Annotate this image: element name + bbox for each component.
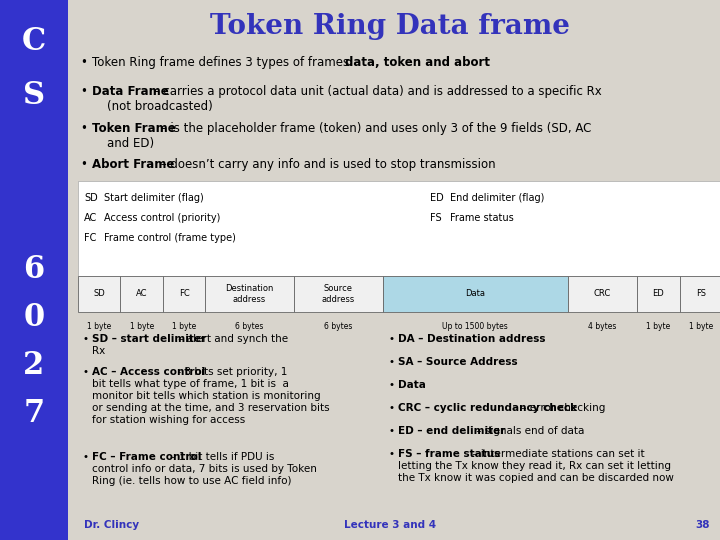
Text: ED: ED	[430, 193, 444, 203]
Text: CRC: CRC	[594, 289, 611, 299]
Text: •: •	[82, 334, 88, 344]
Text: 1 byte: 1 byte	[647, 322, 670, 331]
Bar	[637, 276, 680, 312]
Text: AC: AC	[136, 289, 148, 299]
Text: Token Ring frame defines 3 types of frames:: Token Ring frame defines 3 types of fram…	[92, 56, 357, 69]
Text: •: •	[82, 452, 88, 462]
Text: monitor bit tells which station is monitoring: monitor bit tells which station is monit…	[92, 391, 320, 401]
Text: or sending at the time, and 3 reservation bits: or sending at the time, and 3 reservatio…	[92, 403, 330, 413]
Text: and ED): and ED)	[107, 137, 154, 150]
Text: •: •	[80, 56, 87, 69]
Text: •: •	[80, 158, 87, 171]
Text: FS: FS	[430, 213, 441, 223]
Text: – intermediate stations can set it: – intermediate stations can set it	[469, 449, 644, 459]
Text: 1 byte: 1 byte	[130, 322, 154, 331]
Text: 1 byte: 1 byte	[172, 322, 196, 331]
Text: AC – Access control: AC – Access control	[92, 367, 205, 377]
Text: Token Frame: Token Frame	[92, 122, 176, 135]
Text: – doesn’t carry any info and is used to stop transmission: – doesn’t carry any info and is used to …	[157, 158, 495, 171]
Bar	[78, 276, 120, 312]
Bar	[294, 276, 382, 312]
Text: 2: 2	[23, 350, 45, 381]
Text: FS – frame status: FS – frame status	[398, 449, 500, 459]
Text: the Tx know it was copied and can be discarded now: the Tx know it was copied and can be dis…	[398, 473, 674, 483]
Text: SA – Source Address: SA – Source Address	[398, 357, 518, 367]
Text: – is the placeholder frame (token) and uses only 3 of the 9 fields (SD, AC: – is the placeholder frame (token) and u…	[157, 122, 591, 135]
Bar	[0, 0, 68, 540]
Text: 38: 38	[696, 520, 710, 530]
Text: DA – Destination address: DA – Destination address	[398, 334, 546, 344]
Text: Frame control (frame type): Frame control (frame type)	[104, 233, 236, 243]
Text: FS: FS	[696, 289, 706, 299]
Text: C: C	[22, 26, 46, 57]
Text: – signals end of data: – signals end of data	[473, 426, 584, 436]
Text: 6 bytes: 6 bytes	[324, 322, 353, 331]
Text: control info or data, 7 bits is used by Token: control info or data, 7 bits is used by …	[92, 464, 317, 474]
Text: •: •	[388, 449, 394, 459]
Text: – carries a protocol data unit (actual data) and is addressed to a specific Rx: – carries a protocol data unit (actual d…	[150, 85, 602, 98]
Text: Source
address: Source address	[322, 284, 355, 303]
Text: letting the Tx know they read it, Rx can set it letting: letting the Tx know they read it, Rx can…	[398, 461, 671, 471]
Text: Ring (ie. tells how to use AC field info): Ring (ie. tells how to use AC field info…	[92, 476, 292, 486]
Text: 6 bytes: 6 bytes	[235, 322, 264, 331]
Text: data, token and abort: data, token and abort	[345, 56, 490, 69]
Text: (not broadcasted): (not broadcasted)	[107, 100, 212, 113]
Text: CRC – cyclic redundancy check: CRC – cyclic redundancy check	[398, 403, 577, 413]
Text: 1 byte: 1 byte	[87, 322, 112, 331]
Bar	[163, 276, 205, 312]
Bar	[568, 276, 637, 312]
Text: •: •	[388, 357, 394, 367]
Text: Token Ring Data frame: Token Ring Data frame	[210, 12, 570, 39]
Text: 7: 7	[24, 399, 45, 429]
Text: •: •	[388, 334, 394, 344]
Text: Destination
address: Destination address	[225, 284, 274, 303]
Text: Rx: Rx	[92, 346, 105, 356]
Text: Dr. Clincy: Dr. Clincy	[84, 520, 139, 530]
Bar	[78, 181, 720, 276]
Text: Up to 1500 bytes: Up to 1500 bytes	[442, 322, 508, 331]
Text: ED – end delimiter: ED – end delimiter	[398, 426, 505, 436]
Text: Start delimiter (flag): Start delimiter (flag)	[104, 193, 204, 203]
Text: •: •	[82, 367, 88, 377]
Text: •: •	[80, 122, 87, 135]
Text: Access control (priority): Access control (priority)	[104, 213, 220, 223]
Text: •: •	[80, 85, 87, 98]
Text: Data: Data	[465, 289, 485, 299]
Text: Abort Frame: Abort Frame	[92, 158, 174, 171]
Text: 4 bytes: 4 bytes	[588, 322, 616, 331]
Text: bit tells what type of frame, 1 bit is  a: bit tells what type of frame, 1 bit is a	[92, 379, 289, 389]
Text: End delimiter (flag): End delimiter (flag)	[450, 193, 544, 203]
Text: FC: FC	[84, 233, 96, 243]
Text: Lecture 3 and 4: Lecture 3 and 4	[344, 520, 436, 530]
Text: – error checking: – error checking	[518, 403, 606, 413]
Text: – alert and synch the: – alert and synch the	[175, 334, 288, 344]
Text: SD: SD	[84, 193, 98, 203]
Text: Data Frame: Data Frame	[92, 85, 168, 98]
Text: – 1 bit tells if PDU is: – 1 bit tells if PDU is	[167, 452, 274, 462]
Text: •: •	[388, 380, 394, 390]
Bar	[382, 276, 568, 312]
Text: •: •	[388, 403, 394, 413]
Text: SD – start delimiter: SD – start delimiter	[92, 334, 206, 344]
Text: 0: 0	[24, 302, 45, 334]
Text: 6: 6	[24, 254, 45, 286]
Text: FC: FC	[179, 289, 189, 299]
Text: ED: ED	[652, 289, 665, 299]
Bar	[680, 276, 720, 312]
Text: 1 byte: 1 byte	[688, 322, 713, 331]
Text: Frame status: Frame status	[450, 213, 514, 223]
Text: AC: AC	[84, 213, 97, 223]
Text: Data: Data	[398, 380, 426, 390]
Bar	[205, 276, 294, 312]
Text: SD: SD	[94, 289, 105, 299]
Bar	[120, 276, 163, 312]
Text: S: S	[23, 79, 45, 111]
Text: for station wishing for access: for station wishing for access	[92, 415, 246, 425]
Text: •: •	[388, 426, 394, 436]
Text: - 3 bits set priority, 1: - 3 bits set priority, 1	[171, 367, 287, 377]
Text: FC – Frame control: FC – Frame control	[92, 452, 202, 462]
